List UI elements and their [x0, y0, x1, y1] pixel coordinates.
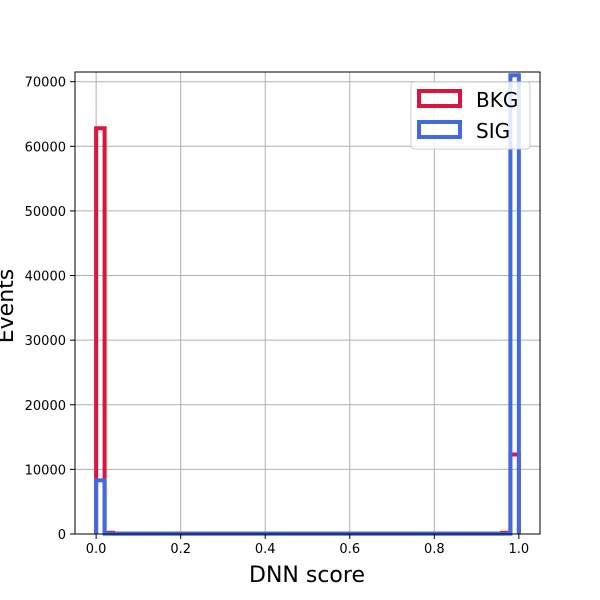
y-tick-label: 40000: [25, 270, 66, 285]
x-axis-ticks: 0.0 0.2 0.4 0.6 0.8 1.0: [86, 534, 529, 557]
legend-swatch-bkg: [417, 89, 462, 108]
y-tick-label: 50000: [25, 205, 66, 220]
y-tick-label: 70000: [25, 76, 66, 91]
x-tick-label: 0.0: [86, 542, 107, 557]
y-tick-label: 0: [58, 528, 66, 543]
legend-label-sig: SIG: [476, 119, 510, 143]
y-tick-label: 30000: [25, 334, 66, 349]
x-tick-label: 1.0: [509, 542, 530, 557]
x-tick-label: 0.2: [170, 542, 191, 557]
legend-label-bkg: BKG: [476, 88, 518, 112]
series-bkg-step: [94, 126, 521, 536]
y-axis-ticks: 0 10000 20000 30000 40000 50000 60000 70000: [25, 76, 75, 543]
y-tick-label: 20000: [25, 399, 66, 414]
x-tick-label: 0.8: [424, 542, 445, 557]
y-tick-label: 60000: [25, 140, 66, 155]
legend-swatch-sig: [417, 120, 462, 139]
plot-frame: [74, 71, 541, 535]
x-tick-label: 0.4: [255, 542, 276, 557]
legend-box: [410, 81, 531, 150]
y-tick-label: 10000: [25, 463, 66, 478]
legend: BKG SIG: [410, 81, 531, 150]
x-axis-label: DNN score: [249, 563, 365, 588]
y-axis-label: Events: [0, 269, 19, 344]
x-tick-label: 0.6: [339, 542, 360, 557]
